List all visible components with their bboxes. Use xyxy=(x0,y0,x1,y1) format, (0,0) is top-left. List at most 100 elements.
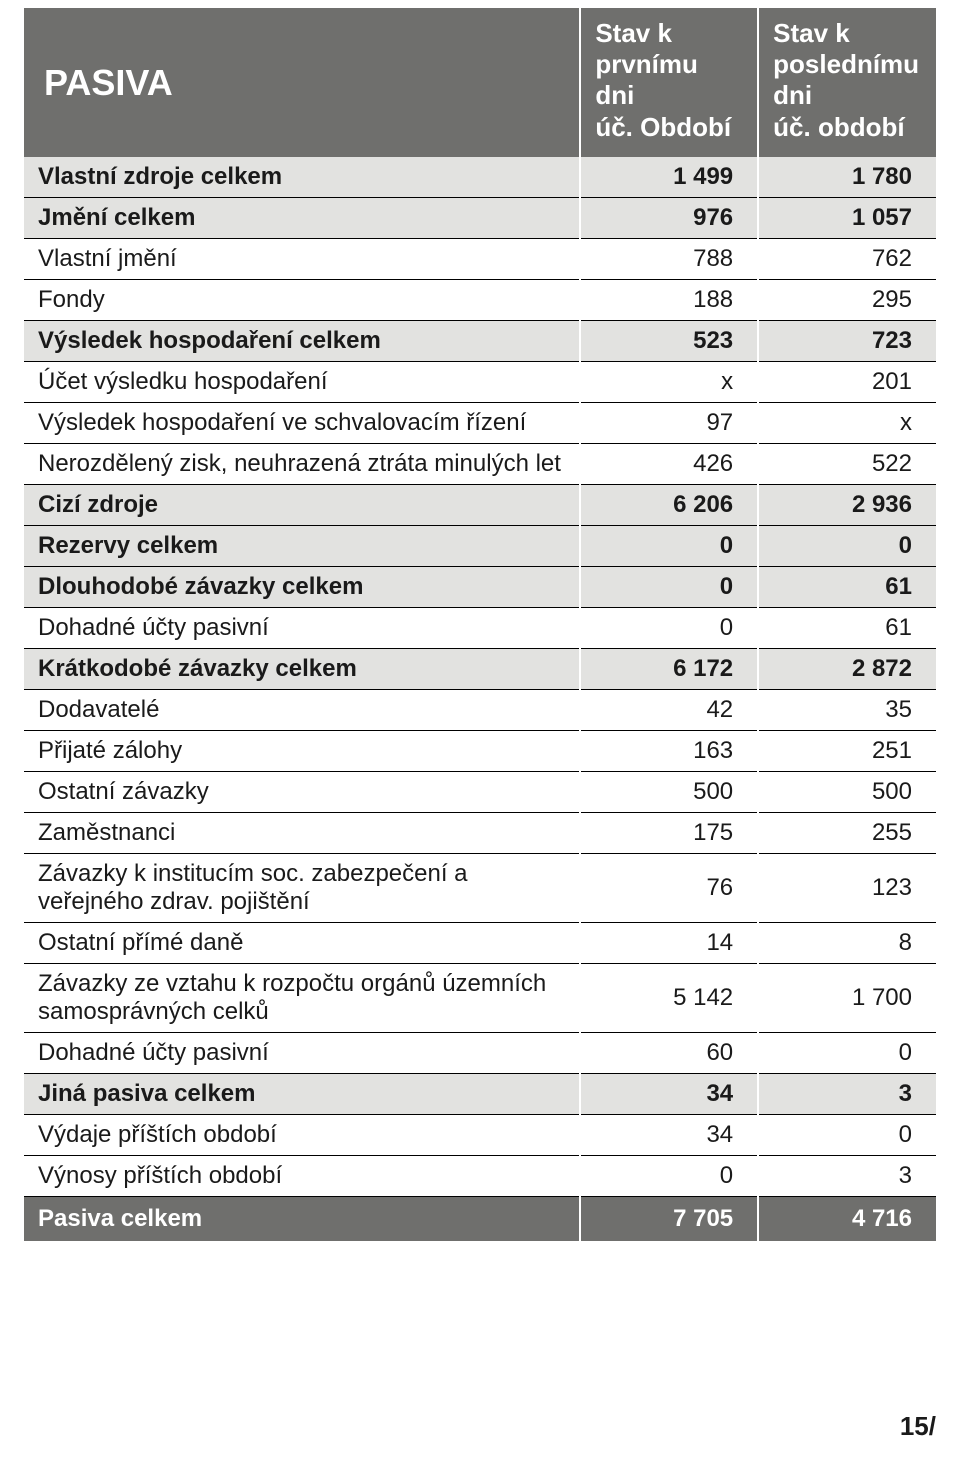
row-value-1: 976 xyxy=(580,197,758,238)
row-label: Jmění celkem xyxy=(24,197,580,238)
table-row: Jiná pasiva celkem343 xyxy=(24,1073,936,1114)
row-label: Ostatní závazky xyxy=(24,771,580,812)
table-row: Nerozdělený zisk, neuhrazená ztráta minu… xyxy=(24,443,936,484)
table-row: Vlastní zdroje celkem1 4991 780 xyxy=(24,157,936,198)
table-row: Zaměstnanci175255 xyxy=(24,812,936,853)
row-value-1: 76 xyxy=(580,853,758,922)
table-row: Dodavatelé4235 xyxy=(24,689,936,730)
row-value-1: 523 xyxy=(580,320,758,361)
row-value-2: 8 xyxy=(758,922,936,963)
row-value-1: 1 499 xyxy=(580,157,758,198)
row-label: Dohadné účty pasivní xyxy=(24,607,580,648)
table-row: Fondy188295 xyxy=(24,279,936,320)
row-label: Účet výsledku hospodaření xyxy=(24,361,580,402)
row-value-2: 500 xyxy=(758,771,936,812)
table-row: Závazky ze vztahu k rozpočtu orgánů územ… xyxy=(24,963,936,1032)
pasiva-table: PASIVA Stav k prvnímu dni úč. Období Sta… xyxy=(24,8,936,1241)
row-label: Závazky ze vztahu k rozpočtu orgánů územ… xyxy=(24,963,580,1032)
row-value-2: 123 xyxy=(758,853,936,922)
table-row: Výsledek hospodaření ve schvalovacím říz… xyxy=(24,402,936,443)
row-label: Vlastní zdroje celkem xyxy=(24,157,580,198)
table-total-row: Pasiva celkem7 7054 716 xyxy=(24,1196,936,1241)
row-value-1: 175 xyxy=(580,812,758,853)
row-label: Rezervy celkem xyxy=(24,525,580,566)
row-value-2: 3 xyxy=(758,1073,936,1114)
row-label: Přijaté zálohy xyxy=(24,730,580,771)
row-value-2: x xyxy=(758,402,936,443)
row-value-2: 61 xyxy=(758,566,936,607)
table-header-row: PASIVA Stav k prvnímu dni úč. Období Sta… xyxy=(24,8,936,157)
table-row: Dohadné účty pasivní600 xyxy=(24,1032,936,1073)
row-label: Dohadné účty pasivní xyxy=(24,1032,580,1073)
row-value-1: 60 xyxy=(580,1032,758,1073)
page-number: 15/ xyxy=(0,1241,960,1460)
table-row: Závazky k institucím soc. zabezpečení a … xyxy=(24,853,936,922)
row-value-1: 42 xyxy=(580,689,758,730)
row-value-1: 5 142 xyxy=(580,963,758,1032)
table-row: Účet výsledku hospodařeníx201 xyxy=(24,361,936,402)
table-title: PASIVA xyxy=(24,8,580,157)
table-row: Jmění celkem9761 057 xyxy=(24,197,936,238)
row-value-2: 35 xyxy=(758,689,936,730)
table-row: Rezervy celkem00 xyxy=(24,525,936,566)
total-value-2: 4 716 xyxy=(758,1196,936,1241)
row-value-2: 1 057 xyxy=(758,197,936,238)
row-value-1: 6 172 xyxy=(580,648,758,689)
row-label: Nerozdělený zisk, neuhrazená ztráta minu… xyxy=(24,443,580,484)
row-label: Ostatní přímé daně xyxy=(24,922,580,963)
table-row: Výnosy příštích období03 xyxy=(24,1155,936,1196)
table-row: Krátkodobé závazky celkem6 1722 872 xyxy=(24,648,936,689)
row-value-1: 0 xyxy=(580,1155,758,1196)
total-label: Pasiva celkem xyxy=(24,1196,580,1241)
row-label: Závazky k institucím soc. zabezpečení a … xyxy=(24,853,580,922)
row-value-1: 34 xyxy=(580,1073,758,1114)
row-value-2: 0 xyxy=(758,1032,936,1073)
table-row: Ostatní přímé daně148 xyxy=(24,922,936,963)
row-value-2: 1 700 xyxy=(758,963,936,1032)
row-label: Jiná pasiva celkem xyxy=(24,1073,580,1114)
table-row: Výsledek hospodaření celkem523723 xyxy=(24,320,936,361)
row-value-1: 500 xyxy=(580,771,758,812)
row-value-1: 0 xyxy=(580,566,758,607)
table-row: Vlastní jmění788762 xyxy=(24,238,936,279)
row-value-1: 0 xyxy=(580,525,758,566)
row-value-1: 163 xyxy=(580,730,758,771)
page-container: PASIVA Stav k prvnímu dni úč. Období Sta… xyxy=(0,0,960,1241)
col1-header: Stav k prvnímu dni úč. Období xyxy=(580,8,758,157)
row-label: Vlastní jmění xyxy=(24,238,580,279)
row-value-1: 34 xyxy=(580,1114,758,1155)
row-value-2: 255 xyxy=(758,812,936,853)
row-value-2: 2 872 xyxy=(758,648,936,689)
row-label: Výsledek hospodaření celkem xyxy=(24,320,580,361)
table-row: Dlouhodobé závazky celkem061 xyxy=(24,566,936,607)
row-value-2: 0 xyxy=(758,525,936,566)
table-row: Cizí zdroje6 2062 936 xyxy=(24,484,936,525)
table-body: Vlastní zdroje celkem1 4991 780Jmění cel… xyxy=(24,157,936,1241)
row-value-2: 723 xyxy=(758,320,936,361)
row-value-2: 61 xyxy=(758,607,936,648)
row-label: Fondy xyxy=(24,279,580,320)
table-row: Přijaté zálohy163251 xyxy=(24,730,936,771)
row-value-2: 762 xyxy=(758,238,936,279)
row-label: Krátkodobé závazky celkem xyxy=(24,648,580,689)
row-label: Zaměstnanci xyxy=(24,812,580,853)
row-value-1: 0 xyxy=(580,607,758,648)
row-value-2: 295 xyxy=(758,279,936,320)
table-row: Dohadné účty pasivní061 xyxy=(24,607,936,648)
row-value-2: 1 780 xyxy=(758,157,936,198)
table-row: Výdaje příštích období340 xyxy=(24,1114,936,1155)
row-label: Výnosy příštích období xyxy=(24,1155,580,1196)
row-value-1: 426 xyxy=(580,443,758,484)
row-label: Dlouhodobé závazky celkem xyxy=(24,566,580,607)
row-label: Cizí zdroje xyxy=(24,484,580,525)
row-value-2: 0 xyxy=(758,1114,936,1155)
row-value-1: 97 xyxy=(580,402,758,443)
row-value-2: 522 xyxy=(758,443,936,484)
col2-header: Stav k poslednímu dni úč. období xyxy=(758,8,936,157)
row-label: Dodavatelé xyxy=(24,689,580,730)
row-value-2: 251 xyxy=(758,730,936,771)
row-label: Výsledek hospodaření ve schvalovacím říz… xyxy=(24,402,580,443)
row-value-2: 2 936 xyxy=(758,484,936,525)
row-value-1: 6 206 xyxy=(580,484,758,525)
row-value-1: 788 xyxy=(580,238,758,279)
